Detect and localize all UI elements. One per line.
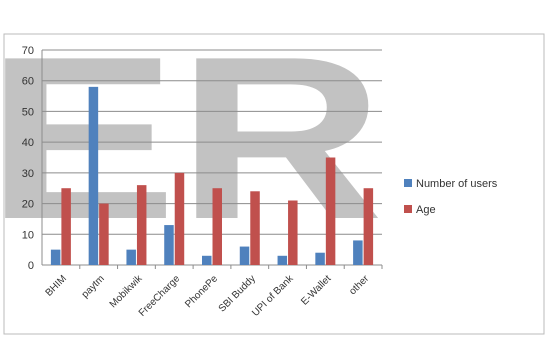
bar-age xyxy=(61,188,71,265)
bar-age xyxy=(325,157,336,265)
legend-label: Age xyxy=(416,204,436,216)
y-tick-label: 10 xyxy=(22,229,34,241)
bar-age xyxy=(174,172,185,265)
x-category-label: paytm xyxy=(80,273,107,300)
bar-age xyxy=(363,188,374,265)
y-tick-label: 0 xyxy=(28,260,34,272)
y-tick-label: 20 xyxy=(22,199,34,211)
legend-swatch xyxy=(404,205,412,213)
bar-number-of-users xyxy=(239,246,250,265)
bar-age xyxy=(136,185,147,265)
bar-age xyxy=(250,191,260,265)
y-tick-label: 40 xyxy=(22,137,34,149)
y-tick-label: 70 xyxy=(22,45,34,57)
y-tick-label: 50 xyxy=(22,106,34,118)
x-category-label: PhonePe xyxy=(183,273,220,310)
x-category-label: BHIM xyxy=(44,273,69,298)
y-tick-label: 30 xyxy=(22,168,34,180)
bar-number-of-users xyxy=(353,240,363,265)
bar-number-of-users xyxy=(277,255,288,265)
bar-age xyxy=(212,188,222,265)
legend-swatch xyxy=(404,179,412,187)
y-tick-label: 60 xyxy=(22,76,34,88)
chart-border xyxy=(3,33,545,335)
x-category-label: Mobikwik xyxy=(108,273,146,311)
legend-label: Number of users xyxy=(416,178,498,190)
bar-number-of-users xyxy=(88,86,99,265)
x-category-label: UPI of Bank xyxy=(250,273,296,319)
bar-number-of-users xyxy=(202,255,212,265)
bar-number-of-users xyxy=(315,252,325,265)
bar-age xyxy=(288,200,298,265)
bar-number-of-users xyxy=(164,225,174,265)
x-category-label: E-Wallet xyxy=(299,273,333,307)
x-category-label: FreeCharge xyxy=(137,273,183,319)
bar-age xyxy=(99,203,109,265)
x-category-label: other xyxy=(347,273,371,297)
bar-number-of-users xyxy=(50,249,61,265)
bar-number-of-users xyxy=(126,249,136,265)
